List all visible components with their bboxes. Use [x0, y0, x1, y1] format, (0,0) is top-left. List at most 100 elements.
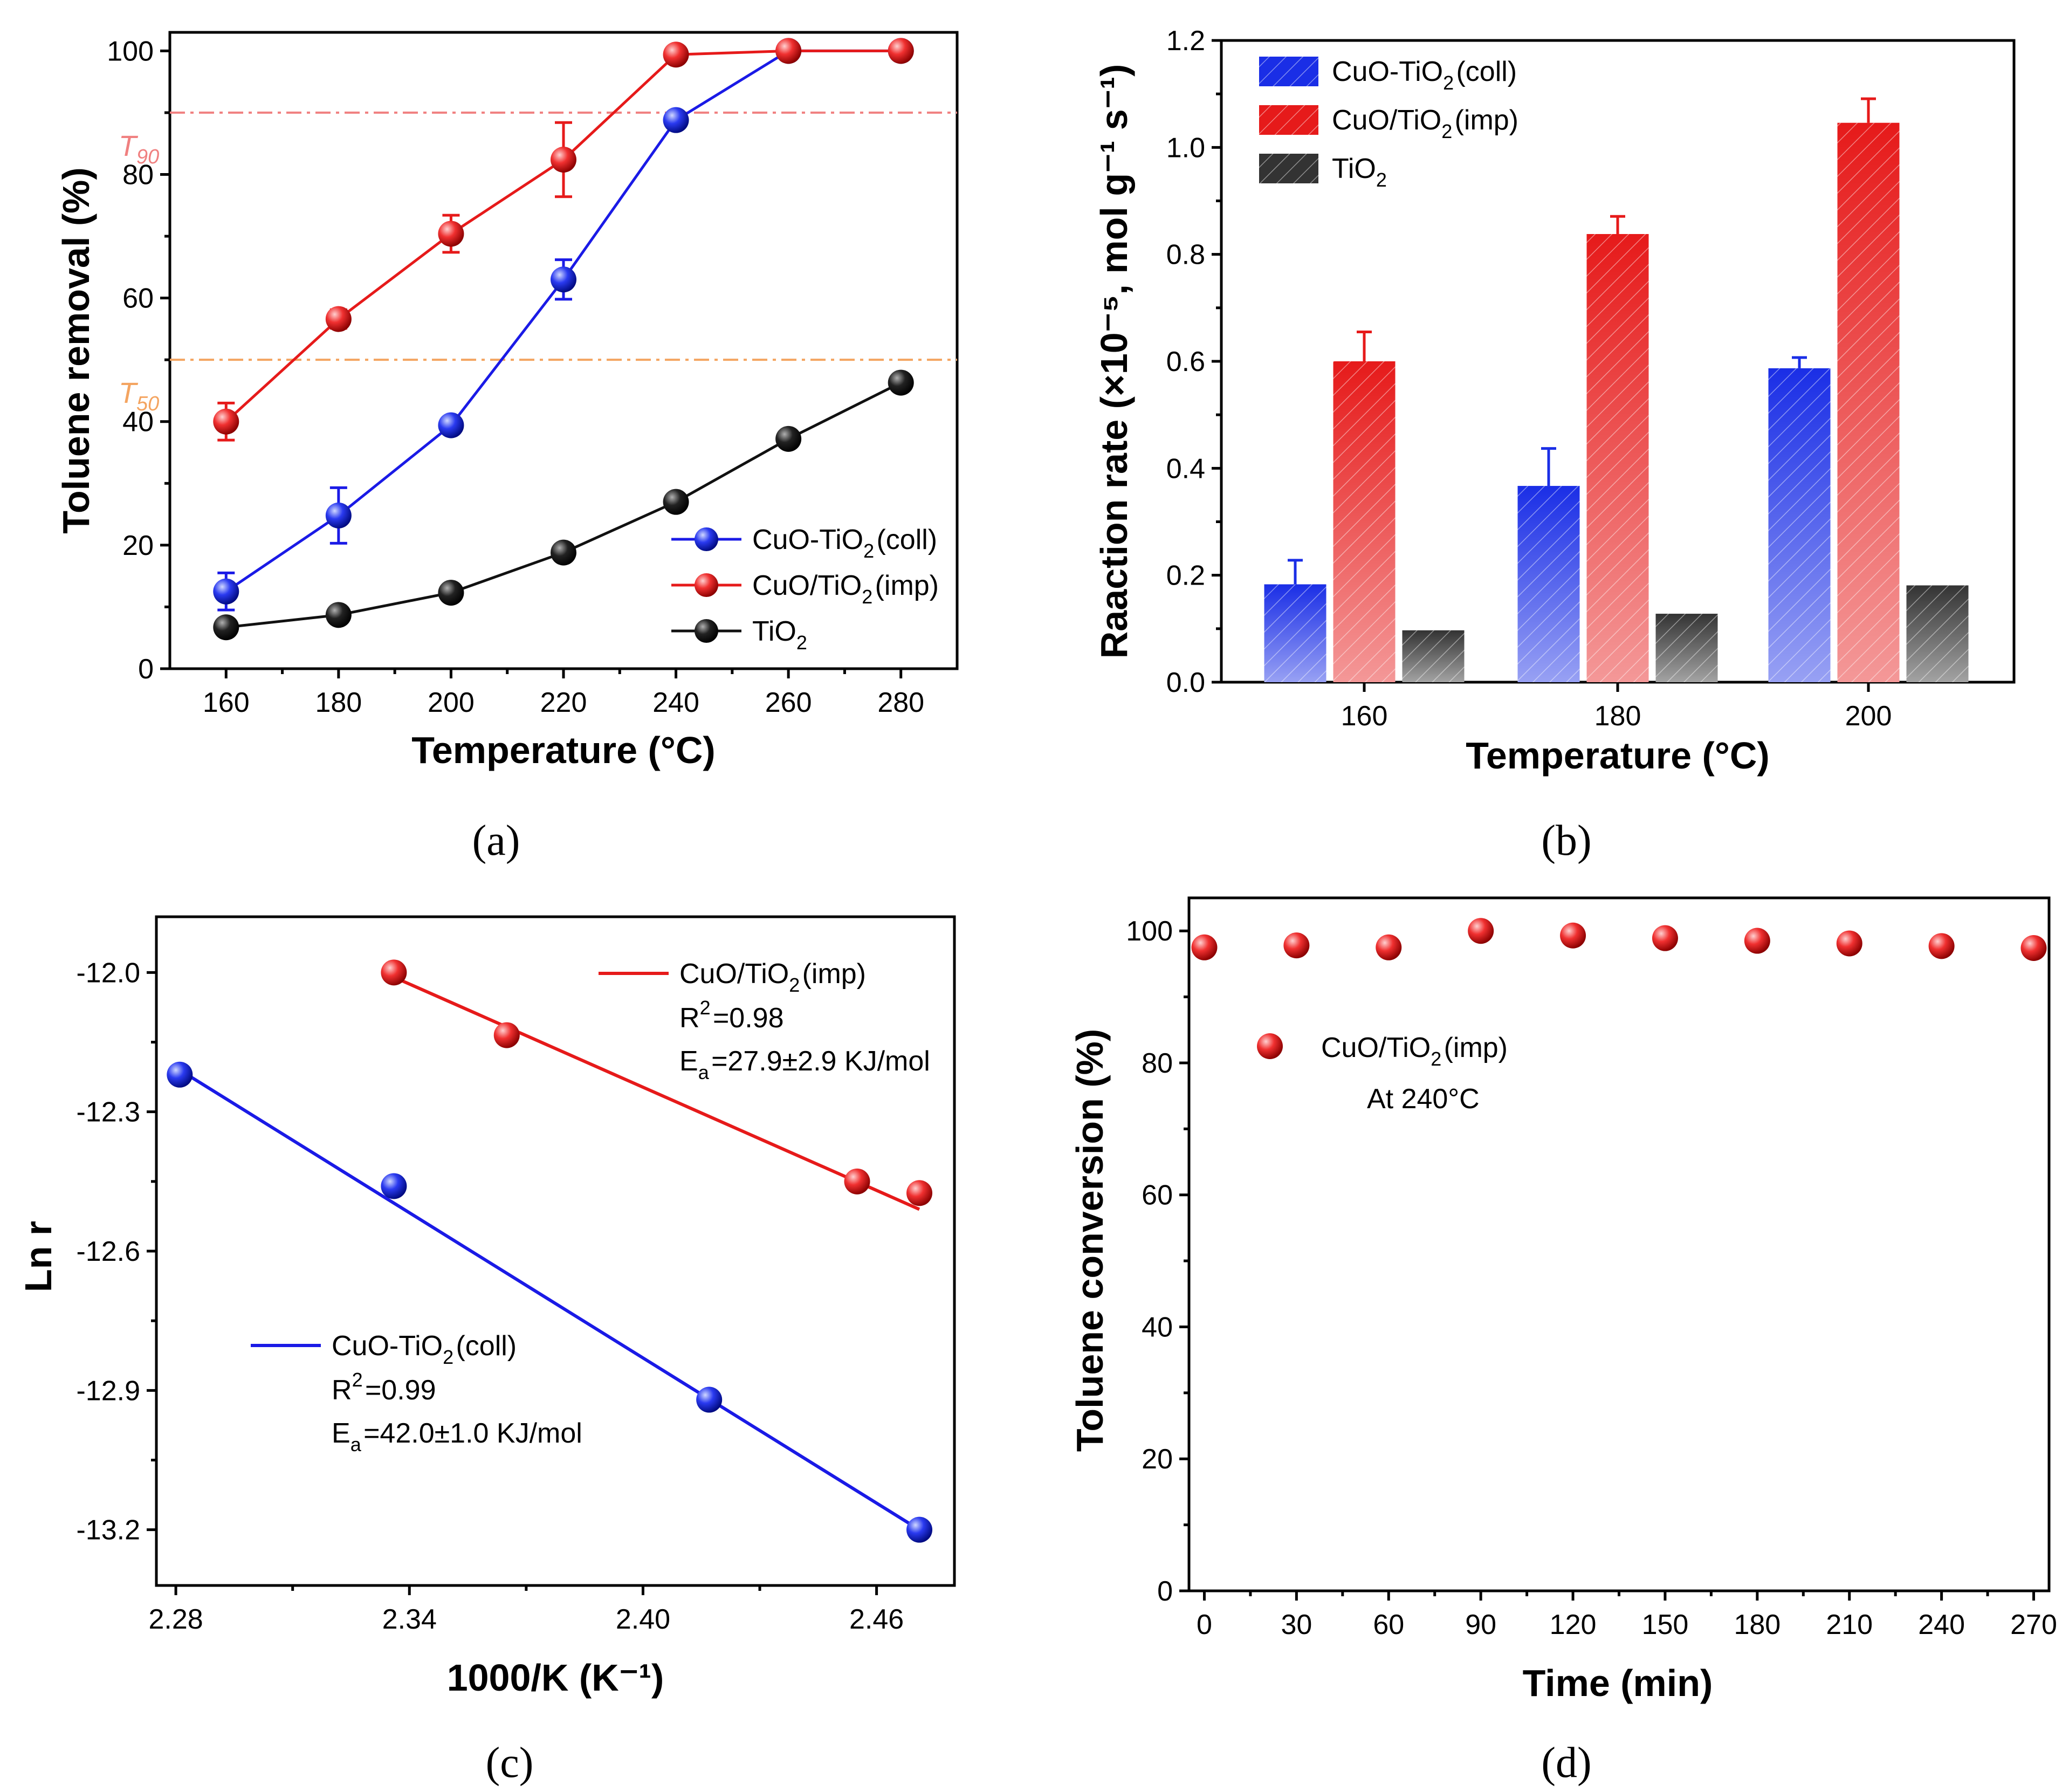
r-squared-label: R2 =0.98	[679, 997, 784, 1034]
legend-marker	[695, 619, 718, 643]
panel-d-plot-frame	[1187, 896, 2051, 1592]
x-tick-label: 180	[1734, 1609, 1781, 1640]
bar-shade	[1517, 486, 1580, 682]
text-part: =0.99	[365, 1375, 436, 1406]
panel-d-legend: CuO/TiO2 (imp) At 240°C	[1257, 1032, 1508, 1115]
panel-b-y-axis-label: Raaction rate (×10⁻⁵, mol g⁻¹ s⁻¹)	[1093, 64, 1135, 659]
panel-c-plot-frame	[155, 915, 956, 1587]
x-tick-label: 30	[1281, 1609, 1312, 1640]
panel-a-legend: CuO-TiO2 (coll)CuO/TiO2 (imp)TiO2	[671, 524, 939, 654]
x-tick-label: 2.46	[849, 1604, 904, 1635]
text-part: =27.9±2.9 KJ/mol	[711, 1046, 930, 1077]
text-part: (imp)	[802, 958, 866, 990]
fit-line	[178, 1068, 920, 1532]
legend-swatch-hatch	[1259, 154, 1318, 183]
subscript: 2	[1431, 1048, 1441, 1070]
subscript: 2	[1376, 169, 1387, 191]
text-part: CuO/TiO	[1321, 1032, 1431, 1063]
text-part: CuO-TiO	[1332, 56, 1443, 87]
data-point	[663, 489, 689, 515]
subscript: 2	[443, 1346, 453, 1368]
legend-label: TiO2	[752, 616, 809, 654]
panel-c-x-axis-label: 1000/K (K⁻¹)	[447, 1657, 664, 1699]
threshold-label: T90	[119, 130, 159, 168]
y-tick-label: 0	[138, 654, 154, 685]
x-tick-label: 210	[1826, 1609, 1873, 1640]
data-point	[888, 369, 914, 396]
data-point	[2020, 935, 2047, 962]
data-point	[551, 266, 576, 293]
text-part: E	[332, 1418, 350, 1449]
panel-a-y-axis-label: Toluene removal (%)	[55, 167, 97, 533]
panel-a-label: (a)	[472, 817, 520, 864]
text-part: (coll)	[456, 1330, 517, 1362]
x-tick-label: 2.34	[382, 1604, 437, 1635]
data-point	[213, 614, 239, 641]
subscript: 2	[862, 586, 872, 608]
text-part: R	[679, 1003, 700, 1034]
y-tick-label: 0.0	[1166, 667, 1205, 698]
y-tick-label: 40	[1142, 1312, 1173, 1343]
y-tick-label: 60	[1142, 1180, 1173, 1211]
bar-shade	[1333, 361, 1396, 682]
x-tick-label: 0	[1197, 1609, 1212, 1640]
spacer	[807, 616, 809, 647]
text-part: =0.98	[713, 1003, 784, 1034]
y-tick-label: 20	[122, 530, 154, 561]
legend-swatch-hatch	[1259, 57, 1318, 86]
text-part: (imp)	[1444, 1032, 1508, 1063]
data-point	[213, 578, 239, 605]
subscript: a	[698, 1061, 710, 1083]
text-part: (coll)	[1456, 56, 1517, 87]
panel-b-legend: CuO-TiO2 (coll)CuO/TiO2 (imp)TiO2	[1259, 56, 1518, 191]
legend-label: CuO/TiO2 (imp)	[752, 570, 939, 608]
text-part: TiO	[752, 616, 796, 647]
text-part: CuO-TiO	[332, 1330, 443, 1362]
text-part: (imp)	[875, 570, 939, 601]
data-point	[775, 38, 802, 64]
data-point	[1836, 930, 1862, 957]
x-tick-label: 180	[315, 687, 362, 718]
data-point	[1283, 932, 1310, 959]
panel-b-x-axis-label: Temperature (°C)	[1466, 734, 1769, 777]
y-tick-label: 0	[1157, 1576, 1173, 1607]
subscript: 2	[796, 631, 807, 654]
text-part: CuO/TiO	[752, 570, 862, 601]
subscript: a	[350, 1433, 362, 1455]
panel-a-x-axis-label: Temperature (°C)	[411, 729, 715, 771]
threshold-label: T50	[119, 377, 159, 415]
y-tick-label: 1.0	[1166, 132, 1205, 163]
legend-swatch-hatch	[1259, 105, 1318, 135]
data-point	[438, 412, 464, 438]
legend-label: CuO-TiO2 (coll)	[1332, 56, 1517, 94]
text-part: T	[119, 377, 139, 409]
x-tick-label: 260	[765, 687, 812, 718]
y-tick-label: 60	[122, 283, 154, 314]
panel-d-y-axis-label: Toluene conversion (%)	[1069, 1029, 1111, 1452]
activation-energy-label: Ea =42.0±1.0 KJ/mol	[332, 1418, 582, 1455]
data-point	[1744, 928, 1770, 954]
y-tick-label: 100	[107, 36, 154, 67]
fit-line	[393, 976, 920, 1211]
r-squared-label: R2 =0.99	[332, 1369, 436, 1406]
data-point	[775, 425, 802, 452]
data-point	[663, 42, 689, 68]
data-point	[1652, 925, 1678, 951]
x-tick-label: 90	[1465, 1609, 1496, 1640]
text-part: R	[332, 1375, 352, 1406]
y-tick-label: 80	[122, 159, 154, 190]
data-point	[325, 306, 352, 332]
activation-energy-label: Ea =27.9±2.9 KJ/mol	[679, 1046, 930, 1083]
panel-c-y-axis-label: Ln r	[17, 1221, 59, 1292]
text-part: (imp)	[1455, 105, 1518, 136]
panel-c-label: (c)	[486, 1739, 534, 1787]
x-tick-label: 220	[540, 687, 587, 718]
data-point	[1560, 922, 1586, 949]
data-point	[493, 1022, 520, 1048]
bar-shade	[1837, 122, 1900, 682]
data-point	[438, 580, 464, 606]
bar-shade	[1906, 585, 1969, 682]
text-part: CuO/TiO	[1332, 105, 1441, 136]
